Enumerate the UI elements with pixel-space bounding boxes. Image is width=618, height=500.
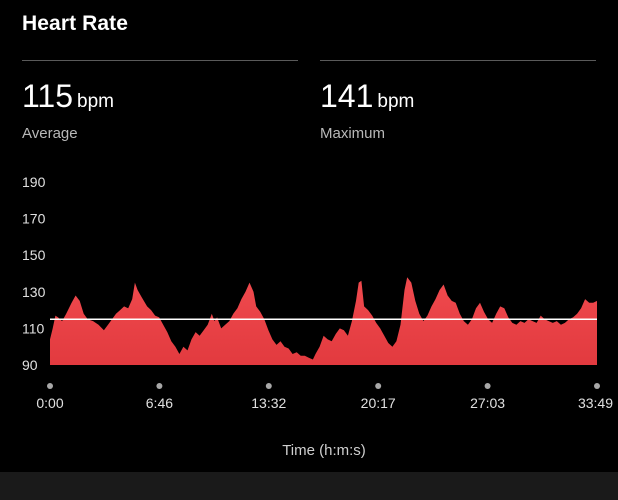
heart-rate-chart: 190 170 150 130 110 90 0:00 6:46 13:32 20:17 27:0…: [22, 174, 613, 459]
maximum-unit: bpm: [377, 91, 415, 112]
page-title: Heart Rate: [22, 12, 129, 35]
x-tick-label: 13:32: [251, 395, 286, 411]
x-tick-dot: [375, 383, 382, 389]
average-label: Average: [22, 125, 78, 142]
x-axis-ticks: 0:00 6:46 13:32 20:17 27:03 33:49: [36, 383, 613, 411]
average-value: 115: [22, 78, 74, 114]
y-tick-label: 130: [22, 284, 46, 300]
x-axis-label: Time (h:m:s): [282, 442, 366, 459]
x-tick-label: 0:00: [36, 395, 63, 411]
divider-right: [320, 60, 596, 61]
bottom-bar: [0, 472, 618, 500]
x-tick-dot: [594, 383, 600, 389]
y-tick-label: 170: [22, 211, 46, 227]
y-axis-ticks: 190 170 150 130 110 90: [22, 174, 46, 373]
divider-left: [22, 60, 298, 61]
average-unit: bpm: [77, 91, 114, 112]
x-tick-label: 20:17: [361, 395, 396, 411]
y-tick-label: 150: [22, 247, 46, 263]
y-tick-label: 90: [22, 357, 38, 373]
x-tick-dot: [265, 383, 272, 389]
average-stat: 115 bpm Average: [22, 78, 114, 142]
maximum-label: Maximum: [320, 125, 386, 142]
y-tick-label: 110: [22, 320, 45, 336]
x-tick-label: 27:03: [470, 395, 505, 411]
x-tick-label: 33:49: [578, 395, 613, 411]
maximum-value: 141: [320, 78, 374, 114]
heart-rate-area: [50, 277, 597, 365]
maximum-stat: 141 bpm Maximum: [320, 78, 414, 142]
x-tick-dot: [156, 383, 163, 389]
y-tick-label: 190: [22, 174, 46, 190]
x-tick-dot: [47, 383, 53, 389]
x-tick-dot: [484, 383, 491, 389]
x-tick-label: 6:46: [146, 395, 173, 411]
